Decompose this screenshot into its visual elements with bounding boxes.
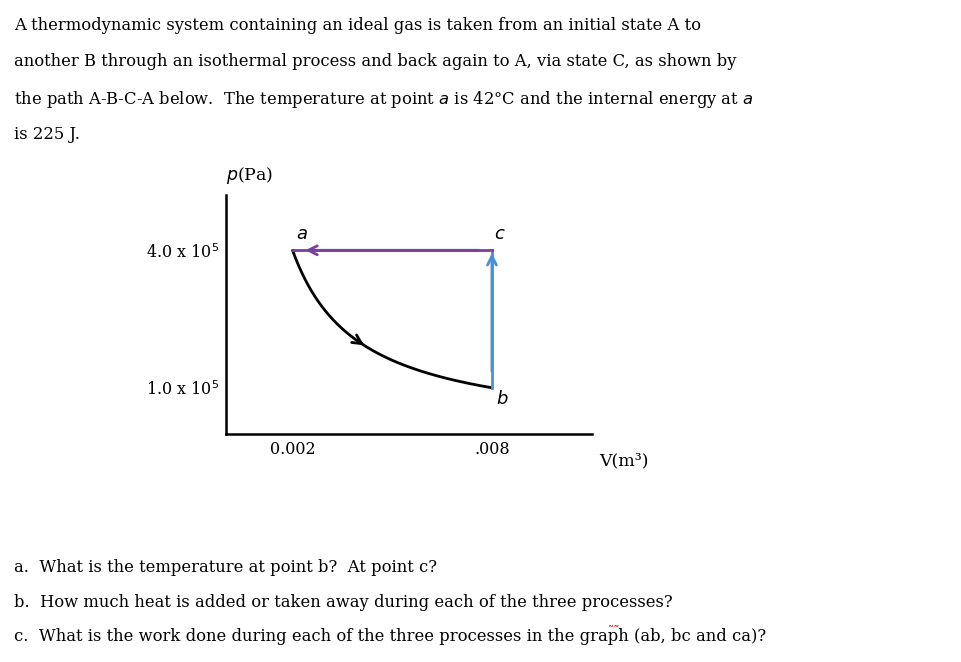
Text: $b$: $b$ — [496, 390, 508, 408]
Text: a.  What is the temperature at point b?  At point c?: a. What is the temperature at point b? A… — [14, 559, 437, 577]
Text: $c$: $c$ — [493, 226, 505, 244]
Text: b.  How much heat is added or taken away during each of the three processes?: b. How much heat is added or taken away … — [14, 594, 673, 611]
Text: $p$(Pa): $p$(Pa) — [226, 165, 273, 186]
Text: another B through an isothermal process and back again to A, via state C, as sho: another B through an isothermal process … — [14, 53, 736, 70]
Text: A thermodynamic system containing an ideal gas is taken from an initial state A : A thermodynamic system containing an ide… — [14, 17, 701, 34]
Text: $a$: $a$ — [296, 226, 308, 244]
Text: c.  What is the work done during each of the three processes in the graph (ab, b: c. What is the work done during each of … — [14, 628, 766, 645]
Text: V(m³): V(m³) — [599, 453, 648, 469]
Text: is 225 J.: is 225 J. — [14, 126, 80, 143]
Text: the path A-B-C-A below.  The temperature at point $a$ is 42°C and the internal e: the path A-B-C-A below. The temperature … — [14, 89, 753, 111]
Text: ˜˜: ˜˜ — [607, 626, 619, 639]
